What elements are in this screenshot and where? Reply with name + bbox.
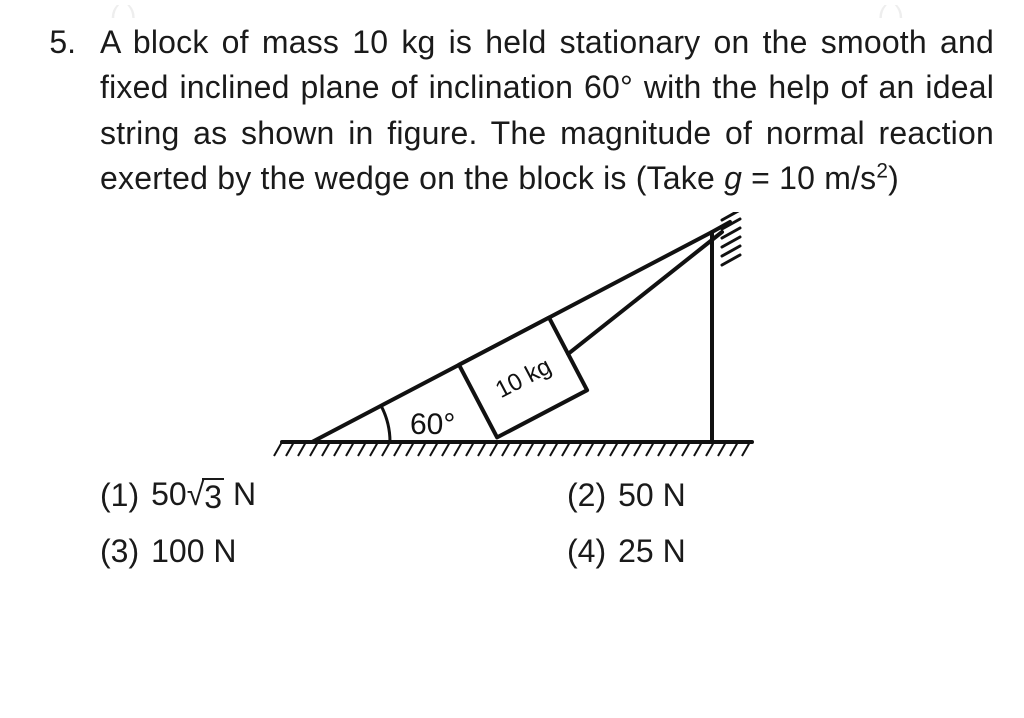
option-1: (1) 50√3 N [100, 476, 527, 515]
option-text: 25 N [618, 533, 686, 570]
option-text: 100 N [151, 533, 236, 570]
option-2: (2) 50 N [567, 476, 994, 515]
question-text: A block of mass 10 kg is held stationary… [100, 20, 994, 202]
option-4: (4) 25 N [567, 533, 994, 570]
page: ( )( ) 5. A block of mass 10 kg is held … [0, 0, 1024, 718]
inclined-plane-figure: 60°10 kg [252, 212, 772, 472]
option-text: 50√3 N [151, 476, 256, 515]
option-number: (3) [100, 533, 139, 570]
svg-text:60°: 60° [410, 408, 455, 441]
option-text: 50 N [618, 477, 686, 514]
option-number: (2) [567, 477, 606, 514]
crop-artifact: ( )( ) [0, 0, 1024, 18]
question-block: 5. A block of mass 10 kg is held station… [30, 20, 994, 202]
answer-options: (1) 50√3 N (2) 50 N (3) 100 N (4) 25 N [100, 476, 994, 570]
option-number: (1) [100, 477, 139, 514]
figure-container: 60°10 kg [30, 212, 994, 472]
option-number: (4) [567, 533, 606, 570]
question-number: 5. [30, 20, 100, 65]
option-3: (3) 100 N [100, 533, 527, 570]
